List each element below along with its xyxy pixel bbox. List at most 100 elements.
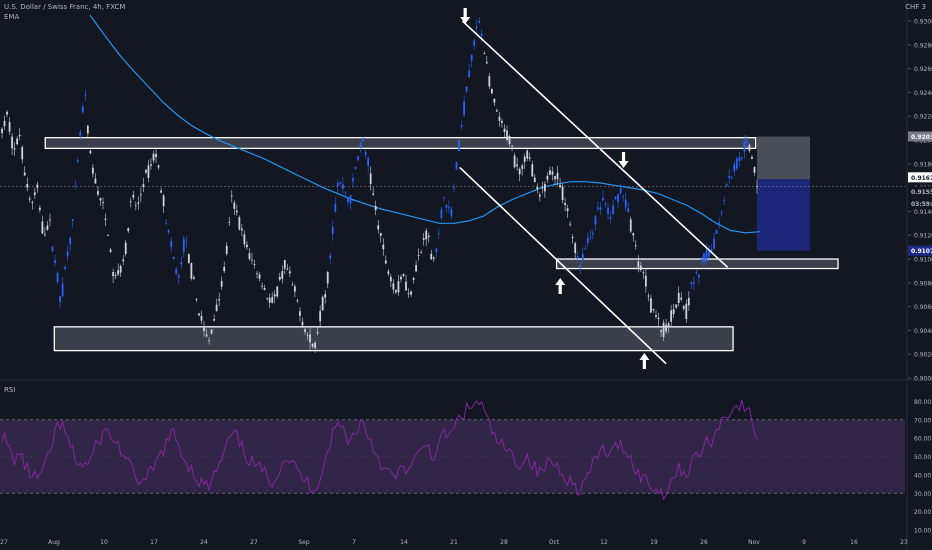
candle-body xyxy=(435,248,438,253)
candle-body xyxy=(392,283,395,290)
candle-body xyxy=(341,184,344,189)
sr-zone-1 xyxy=(53,326,734,352)
candle-body xyxy=(339,182,342,184)
candle-body xyxy=(299,311,301,316)
candle-body xyxy=(617,194,620,202)
candle-body xyxy=(450,209,453,217)
second-price-label-bg xyxy=(908,186,932,197)
candle-body xyxy=(109,249,112,252)
price-tick-label: 0.92400 xyxy=(914,90,932,97)
candle-body xyxy=(240,228,243,231)
candle-body xyxy=(354,166,357,169)
candle-body xyxy=(349,195,352,204)
candle-body xyxy=(629,219,632,232)
candle-body xyxy=(331,226,334,234)
candle-body xyxy=(374,206,377,211)
candle-body xyxy=(642,271,645,273)
channel-line-0 xyxy=(461,20,729,268)
rsi-panel[interactable] xyxy=(0,399,905,501)
candle-body xyxy=(740,157,743,159)
candle-body xyxy=(59,295,61,303)
candle-body xyxy=(387,271,390,274)
candle-body xyxy=(602,197,604,201)
candle-body xyxy=(352,178,354,182)
candle-body xyxy=(81,106,84,113)
candle-body xyxy=(400,276,402,280)
candle-body xyxy=(152,153,155,161)
candle-body xyxy=(263,287,266,290)
candle-body xyxy=(660,329,662,332)
candle-body xyxy=(56,272,59,283)
ema-line xyxy=(89,14,761,234)
candle-body xyxy=(61,283,64,297)
price-tick-label: 0.93000 xyxy=(914,19,932,26)
candle-body xyxy=(397,281,400,293)
candle-body xyxy=(49,219,51,221)
candle-body xyxy=(612,205,614,215)
candle-body xyxy=(187,254,190,263)
candle-body xyxy=(574,243,577,254)
candle-body xyxy=(735,158,738,169)
candle-body xyxy=(756,186,758,188)
candle-body xyxy=(180,262,183,265)
candle-body xyxy=(16,138,19,145)
candle-body xyxy=(687,297,690,306)
candle-body xyxy=(420,252,423,253)
candle-body xyxy=(677,292,680,303)
time-tick-label: 16 xyxy=(850,539,858,546)
arrow-down-icon xyxy=(460,8,471,24)
candle-body xyxy=(432,257,435,259)
candle-body xyxy=(405,281,407,291)
rsi-tick-label: 60.00 xyxy=(914,436,931,443)
stop-loss-zone xyxy=(757,136,810,180)
candle-body xyxy=(655,315,657,317)
candle-body xyxy=(556,172,559,180)
candle-body xyxy=(210,329,213,334)
candle-body xyxy=(94,178,97,184)
candle-body xyxy=(306,335,309,337)
candle-body xyxy=(31,202,34,204)
rsi-tick-label: 40.00 xyxy=(914,472,931,479)
time-tick-label: 28 xyxy=(500,539,508,546)
candle-body xyxy=(74,185,77,187)
candle-body xyxy=(8,122,11,132)
candle-body xyxy=(283,260,286,269)
candle-body xyxy=(251,259,253,261)
candle-body xyxy=(167,229,170,233)
candle-body xyxy=(84,94,87,96)
current-price-label-bg xyxy=(908,172,932,183)
candle-body xyxy=(518,168,521,175)
candle-body xyxy=(36,184,39,188)
candle-body xyxy=(326,271,329,284)
time-tick-label: Oct xyxy=(549,539,560,546)
candle-body xyxy=(165,223,168,225)
candle-body xyxy=(425,230,428,240)
candle-body xyxy=(134,205,137,207)
candle-body xyxy=(745,140,748,144)
candle-body xyxy=(6,111,8,115)
time-tick-label: Aug xyxy=(48,539,60,546)
price-tick-label: 0.91200 xyxy=(914,233,932,240)
time-tick-label: 10 xyxy=(100,539,108,546)
candle-body xyxy=(521,165,524,169)
candle-body xyxy=(33,192,36,196)
candle-body xyxy=(230,195,233,197)
candle-body xyxy=(594,216,597,225)
candle-body xyxy=(402,273,405,276)
candle-body xyxy=(160,190,162,193)
candle-body xyxy=(256,273,258,275)
arrow-down-icon xyxy=(618,152,629,168)
candle-body xyxy=(238,217,241,230)
candle-body xyxy=(607,207,609,214)
candle-body xyxy=(193,277,195,279)
price-panel[interactable] xyxy=(0,8,905,369)
take-profit-zone xyxy=(757,179,810,251)
candle-body xyxy=(453,187,455,189)
candle-body xyxy=(455,161,458,170)
candle-body xyxy=(104,218,107,220)
candle-body xyxy=(470,54,473,61)
candle-body xyxy=(304,329,306,332)
candle-body xyxy=(614,196,617,200)
candle-body xyxy=(639,265,642,271)
candle-body xyxy=(324,294,327,298)
